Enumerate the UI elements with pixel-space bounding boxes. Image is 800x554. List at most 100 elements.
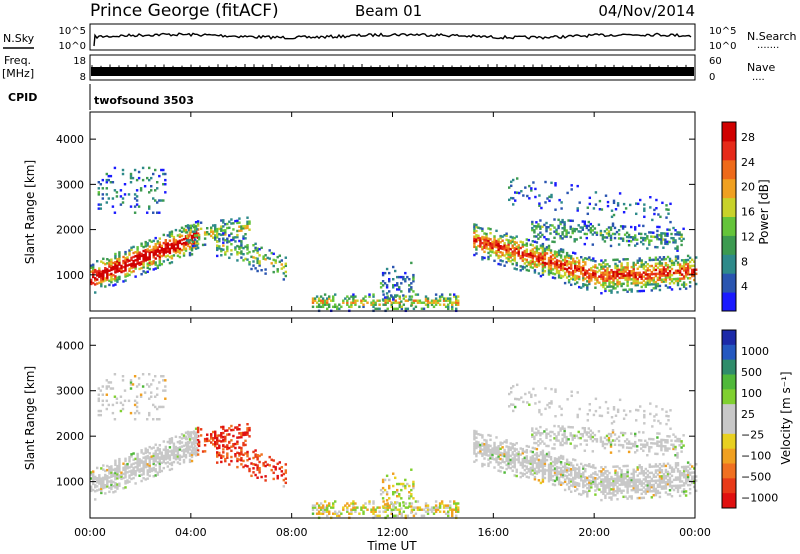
velocity-cell (569, 426, 572, 429)
velocity-cell (92, 482, 95, 486)
power-cell (475, 246, 478, 249)
velocity-cell (246, 465, 249, 468)
power-cell (503, 242, 506, 245)
velocity-cell (176, 461, 180, 464)
velocity-cell (418, 508, 422, 511)
velocity-cell (152, 454, 155, 458)
power-cell (674, 247, 677, 250)
power-cell (362, 305, 365, 309)
power-cell (101, 193, 105, 196)
velocity-cell (602, 472, 605, 475)
power-cell (124, 261, 127, 264)
velocity-cell (565, 477, 569, 480)
power-cell (222, 248, 225, 251)
power-cell (248, 222, 251, 225)
velocity-cell (528, 403, 531, 406)
velocity-cell (382, 500, 385, 503)
power-cell (676, 281, 680, 285)
power-cell (563, 255, 567, 258)
power-cell (234, 236, 237, 239)
power-cell (547, 246, 551, 250)
power-cell (563, 235, 566, 238)
power-cell (193, 228, 197, 231)
power-cell (622, 258, 625, 261)
power-cell (648, 258, 652, 262)
power-cell (404, 299, 408, 302)
power-cell (533, 252, 537, 256)
power-cell (410, 298, 413, 301)
power-cell (555, 259, 559, 262)
velocity-cell (614, 471, 617, 474)
power-cell (487, 255, 490, 259)
power-cell (152, 256, 155, 259)
velocity-cell (278, 461, 282, 464)
power-cell (662, 238, 665, 241)
power-cell (632, 267, 635, 271)
power-cell (608, 275, 611, 278)
velocity-cell (642, 490, 646, 493)
power-cell (505, 232, 508, 235)
velocity-cell (438, 506, 442, 509)
velocity-cell (588, 489, 591, 493)
velocity-cell (515, 452, 518, 455)
power-cell (602, 271, 605, 274)
power-cell (166, 246, 170, 249)
velocity-cell (258, 454, 261, 458)
power-cell (553, 262, 557, 266)
power-cell (660, 278, 664, 281)
power-cell (113, 189, 117, 192)
power-cell (563, 227, 566, 230)
velocity-cell (242, 441, 245, 445)
velocity-cell (166, 449, 170, 452)
velocity-cell (180, 449, 184, 452)
power-cell (543, 253, 547, 257)
velocity-cell (609, 433, 613, 436)
velocity-cell (110, 471, 113, 474)
velocity-cell (400, 497, 403, 500)
velocity-cell (515, 454, 518, 457)
velocity-cell (650, 471, 654, 475)
velocity-cell (434, 508, 438, 511)
power-cell (150, 240, 153, 243)
velocity-cell (394, 514, 397, 518)
power-cell (110, 276, 113, 280)
power-cell (626, 278, 629, 281)
power-cell (332, 295, 335, 298)
velocity-cell (668, 484, 672, 488)
power-cell (514, 191, 517, 194)
power-cell (640, 273, 643, 276)
power-cell (190, 236, 194, 240)
velocity-cell (561, 465, 565, 469)
velocity-cell (184, 435, 188, 439)
power-cell (634, 271, 637, 275)
velocity-cell (372, 508, 375, 511)
velocity-cell (691, 475, 694, 478)
velocity-cell (475, 446, 478, 450)
velocity-cell (644, 478, 648, 481)
velocity-cell (656, 436, 659, 439)
velocity-cell (643, 422, 646, 425)
velocity-cell (533, 435, 536, 439)
velocity-cell (569, 434, 572, 437)
velocity-cell (632, 484, 635, 488)
velocity-cell (626, 497, 629, 500)
power-cell (150, 262, 153, 266)
velocity-cell (246, 433, 249, 436)
power-cell (567, 219, 570, 222)
velocity-cell (451, 514, 454, 518)
power-cell (483, 244, 486, 247)
velocity-cell (664, 477, 668, 480)
power-cell (658, 256, 662, 259)
power-cell (535, 249, 539, 252)
velocity-cell (238, 423, 241, 427)
velocity-cell (473, 448, 476, 451)
power-cell (107, 178, 111, 182)
power-cell (621, 225, 625, 228)
velocity-cell (654, 469, 658, 472)
velocity-cell (178, 446, 182, 449)
velocity-cell (444, 512, 448, 515)
velocity-cell (256, 476, 259, 479)
power-cell (385, 284, 389, 287)
velocity-cell (658, 485, 662, 488)
power-cell (311, 301, 315, 304)
